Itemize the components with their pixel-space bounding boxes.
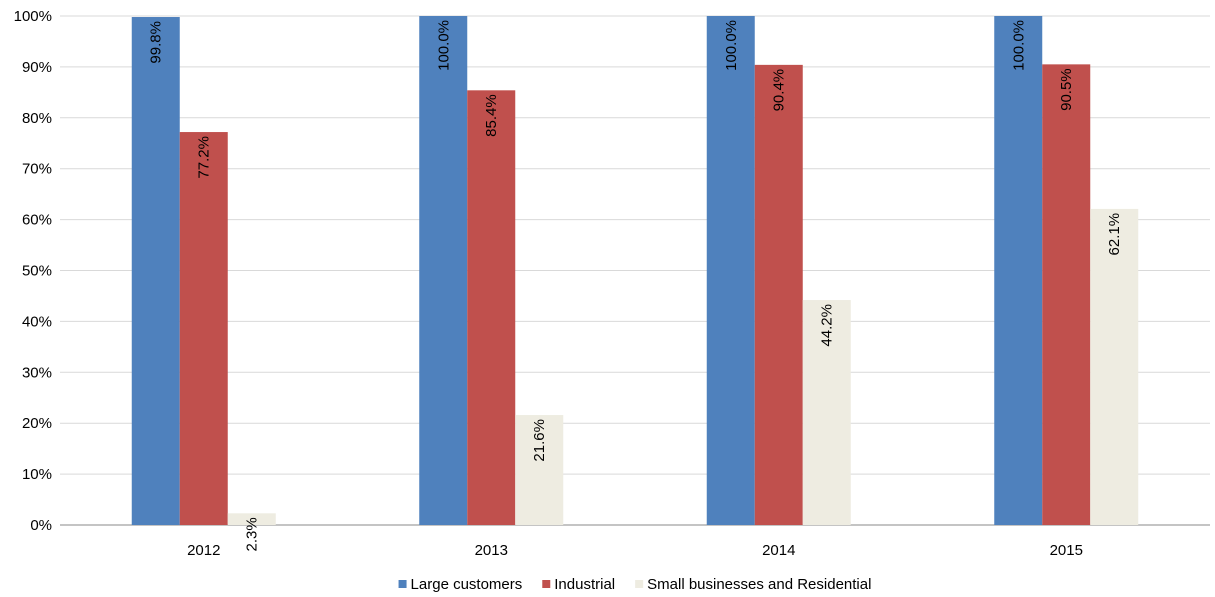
y-tick-label: 90%: [22, 59, 52, 76]
data-labels: 99.8% 77.2% 2.3% 100.0% 85.4% 21.6% 100.0% 90.4…: [148, 20, 1124, 551]
bar: [706, 16, 755, 525]
y-tick-label: 10%: [22, 466, 52, 483]
bar: [419, 16, 468, 525]
legend-label: Small businesses and Residential: [647, 576, 871, 593]
y-tick-label: 30%: [22, 364, 52, 381]
data-label: 90.5%: [1058, 68, 1075, 111]
bar: [1090, 208, 1139, 525]
data-label: 2.3%: [244, 517, 261, 551]
legend-label: Large customers: [411, 576, 523, 593]
bar: [1042, 64, 1091, 525]
bar: [179, 132, 228, 525]
data-label: 77.2%: [196, 136, 213, 179]
bar: [754, 64, 803, 525]
bars: [131, 16, 1139, 526]
y-tick-label: 0%: [30, 517, 52, 534]
data-label: 90.4%: [771, 69, 788, 112]
legend-item: Industrial: [542, 576, 615, 593]
y-tick-label: 40%: [22, 313, 52, 330]
y-axis: 0% 10% 20% 30% 40% 50% 60% 70% 80% 90% 100%: [14, 8, 52, 534]
bar: [515, 415, 564, 525]
y-tick-label: 80%: [22, 110, 52, 127]
data-label: 21.6%: [531, 419, 548, 462]
y-tick-label: 100%: [14, 8, 52, 25]
bar: [227, 513, 276, 525]
bar: [131, 17, 180, 525]
legend-swatch: [635, 580, 644, 588]
data-label: 100.0%: [1010, 20, 1027, 71]
y-tick-label: 50%: [22, 263, 52, 280]
data-label: 99.8%: [148, 21, 165, 64]
data-label: 62.1%: [1106, 213, 1123, 256]
x-tick-label: 2012: [187, 542, 220, 559]
legend-item: Large customers: [398, 576, 523, 593]
data-label: 100.0%: [723, 20, 740, 71]
y-tick-label: 60%: [22, 212, 52, 229]
x-tick-label: 2014: [762, 542, 795, 559]
legend-label: Industrial: [554, 576, 615, 593]
data-label: 85.4%: [483, 94, 500, 137]
legend-swatch: [542, 580, 551, 588]
data-label: 100.0%: [435, 20, 452, 71]
x-axis: 2012 2013 2014 2015: [187, 542, 1083, 559]
y-tick-label: 70%: [22, 161, 52, 178]
y-tick-label: 20%: [22, 415, 52, 432]
bar: [802, 300, 851, 525]
x-tick-label: 2013: [475, 542, 508, 559]
legend: Large customers Industrial Small businesse…: [398, 576, 871, 593]
legend-item: Small businesses and Residential: [635, 576, 871, 593]
bar: [467, 90, 516, 526]
legend-swatch: [398, 580, 407, 588]
x-tick-label: 2015: [1050, 542, 1083, 559]
bar: [994, 16, 1043, 525]
data-label: 44.2%: [819, 304, 836, 347]
